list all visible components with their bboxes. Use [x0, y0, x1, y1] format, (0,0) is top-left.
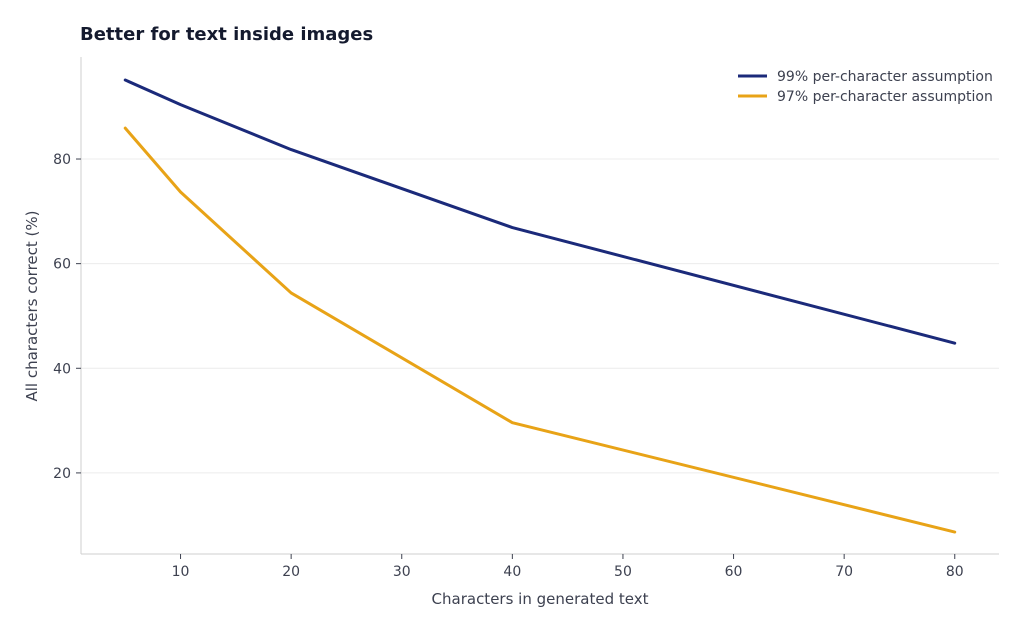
series-lines: [123, 78, 957, 534]
x-tick-label: 30: [393, 564, 411, 580]
series-line-97-percent: [123, 126, 957, 534]
y-tick-label: 80: [53, 152, 71, 168]
x-tick-label: 80: [946, 564, 964, 580]
y-axis-label: All characters correct (%): [23, 210, 41, 401]
x-tick-label: 40: [503, 564, 521, 580]
x-axis-label: Characters in generated text: [432, 590, 649, 608]
x-tick-label: 20: [282, 564, 300, 580]
legend: 99% per-character assumption 97% per-char…: [738, 69, 993, 105]
y-tick-label: 20: [53, 466, 71, 482]
x-tick-label: 70: [835, 564, 853, 580]
x-tick-label: 50: [614, 564, 632, 580]
y-tick-label: 40: [53, 361, 71, 377]
legend-entry: 99% per-character assumption: [777, 69, 993, 85]
x-tick-label: 10: [172, 564, 190, 580]
x-tick-label: 60: [725, 564, 743, 580]
series-line-99-percent: [123, 78, 957, 345]
y-tick-label: 60: [53, 257, 71, 273]
grid-lines: [81, 158, 999, 474]
chart-title: Better for text inside images: [80, 24, 373, 45]
legend-entry: 97% per-character assumption: [777, 89, 993, 105]
x-axis-ticks: 10 20 30 40 50 60 70 80: [172, 554, 964, 580]
y-axis-ticks: 20 40 60 80: [53, 152, 81, 482]
